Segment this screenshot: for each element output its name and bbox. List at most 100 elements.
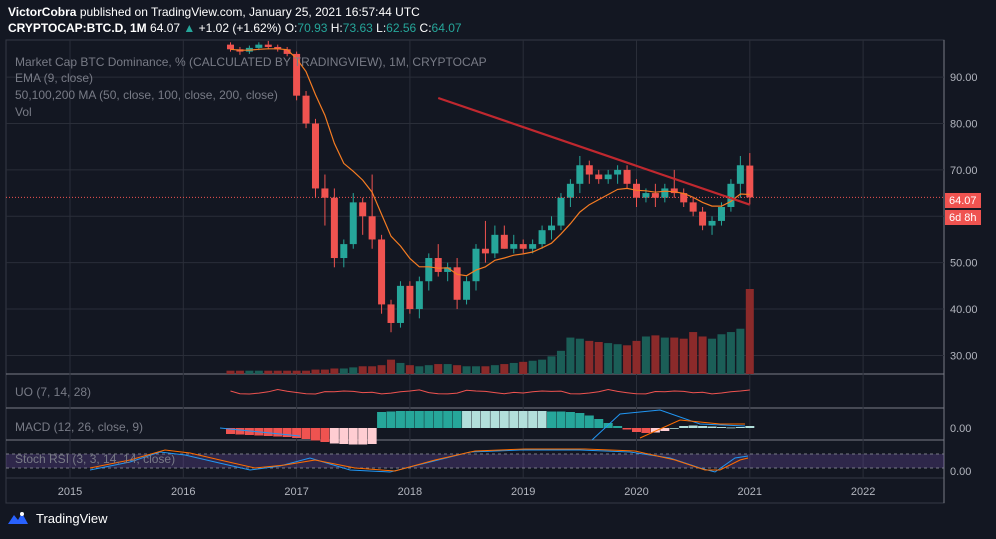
volume-bar	[736, 328, 745, 374]
macd-bar	[348, 428, 358, 445]
volume-bar	[368, 366, 377, 374]
tradingview-footer[interactable]: TradingView	[6, 510, 108, 526]
macd-bar	[443, 411, 453, 428]
candle-body	[359, 202, 367, 217]
candle-body	[368, 216, 376, 240]
volume-bar	[566, 337, 575, 374]
macd-bar	[669, 428, 679, 429]
macd-bar	[452, 411, 462, 428]
candle-body	[378, 239, 386, 305]
last-price-tag-text: 64.07	[949, 195, 977, 207]
volume-bar	[349, 367, 358, 374]
legend-macd[interactable]: MACD (12, 26, close, 9)	[15, 420, 143, 434]
ema-line	[230, 48, 750, 277]
macd-bar	[622, 428, 632, 430]
up-arrow-icon: ▲	[183, 21, 196, 35]
candle-body	[717, 207, 725, 221]
macd-bar	[528, 411, 538, 428]
macd-histogram	[219, 409, 755, 445]
y-tick-label: 30.00	[950, 350, 978, 362]
legend-vol[interactable]: Vol	[15, 105, 32, 119]
candle-body	[293, 53, 301, 96]
volume-bar	[443, 364, 452, 374]
x-tick-label: 2022	[851, 486, 875, 498]
legend-ma[interactable]: 50,100,200 MA (50, close, 100, close, 20…	[15, 88, 278, 102]
descending-trendline[interactable]	[437, 96, 751, 206]
open-label: O:	[284, 21, 298, 35]
candle-body	[283, 49, 291, 54]
candle-body	[623, 169, 631, 184]
countdown-tag-text: 6d 8h	[949, 212, 977, 224]
candle-body	[453, 267, 461, 300]
volume-bar	[509, 362, 518, 374]
macd-bar	[726, 427, 736, 429]
legend-uo[interactable]: UO (7, 14, 28)	[15, 385, 91, 399]
candle-body	[576, 165, 584, 184]
macd-bar	[547, 411, 557, 428]
volume-bar	[651, 335, 660, 374]
macd-bar	[716, 427, 726, 428]
legend-stoch-rsi[interactable]: Stoch RSI (3, 3, 14, 14, close)	[15, 452, 175, 466]
y-tick-label: 40.00	[950, 304, 978, 316]
macd-bar	[679, 426, 689, 428]
x-tick-label: 2017	[284, 486, 308, 498]
uo-path	[230, 388, 750, 395]
volume-bar	[556, 350, 565, 374]
volume-bar	[254, 370, 263, 374]
signal-line	[639, 419, 745, 439]
macd-bar	[226, 428, 236, 434]
candle-body	[510, 244, 518, 249]
legend-ema[interactable]: EMA (9, close)	[15, 71, 93, 85]
macd-bar	[329, 428, 339, 444]
x-tick-label: 2019	[511, 486, 535, 498]
macd-bar	[480, 411, 490, 428]
candle-body	[434, 258, 442, 272]
candle-body	[519, 244, 527, 249]
low-value: 62.56	[386, 21, 417, 35]
macd-bar	[594, 419, 604, 428]
candle-body	[699, 211, 707, 226]
symbol-interval[interactable]: CRYPTOCAP:BTC.D, 1M	[8, 21, 147, 35]
author-name[interactable]: VictorCobra	[8, 5, 77, 19]
time-axis[interactable]: 2015 2016 2017 2018 2019 2020 2021 2022	[58, 486, 876, 498]
macd-bar	[282, 428, 292, 437]
last-price: 64.07	[150, 21, 181, 35]
macd-bar	[414, 411, 424, 428]
macd-bar	[698, 426, 708, 428]
low-label: L:	[376, 21, 387, 35]
volume-bar	[453, 365, 462, 374]
macd-bar	[292, 428, 302, 438]
macd-bar	[386, 411, 396, 428]
macd-bar	[405, 411, 415, 428]
candle-body	[595, 174, 603, 180]
macd-bar	[632, 428, 641, 432]
candle-body	[406, 285, 414, 310]
macd-bar	[339, 428, 349, 444]
candle-body	[255, 44, 263, 48]
x-tick-label: 2015	[58, 486, 82, 498]
stoch-d-line	[89, 448, 749, 472]
volume-bar	[302, 370, 311, 374]
last-price-tag: 64.07 6d 8h	[945, 193, 981, 225]
candle-body	[463, 281, 471, 300]
candle-body	[689, 202, 697, 212]
candle-body	[311, 123, 319, 189]
stoch-zero-tick: 0.00	[950, 466, 971, 478]
volume-bar	[641, 336, 650, 374]
y-tick-label: 80.00	[950, 119, 978, 131]
high-value: 73.63	[342, 21, 373, 35]
volume-bar	[500, 364, 509, 374]
candle-body	[585, 165, 593, 175]
volume-bar	[264, 370, 273, 374]
volume-bar	[396, 362, 405, 374]
macd-bar	[377, 412, 387, 428]
tradingview-logo-icon	[8, 512, 28, 524]
macd-bar	[575, 413, 585, 428]
candle-body	[736, 165, 744, 184]
macd-zero-tick: 0.00	[950, 423, 971, 435]
candle-body	[614, 169, 622, 175]
volume-bar	[387, 359, 396, 374]
candle-body	[538, 230, 546, 245]
pane-borders	[5, 39, 945, 504]
